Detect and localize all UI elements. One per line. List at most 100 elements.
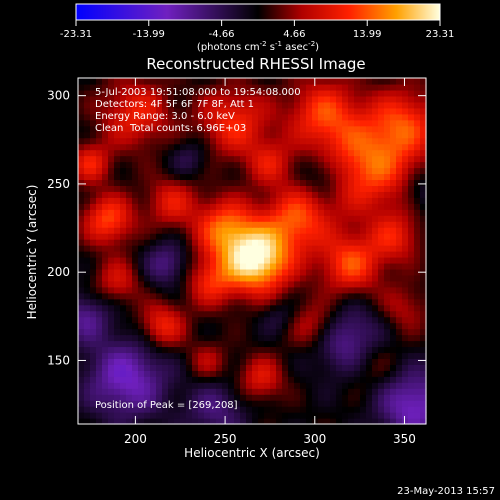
heatmap-cell bbox=[276, 251, 283, 258]
heatmap-cell bbox=[342, 161, 349, 169]
heatmap-cell bbox=[366, 227, 373, 234]
heatmap-cell bbox=[162, 256, 169, 264]
heatmap-cell bbox=[252, 328, 259, 336]
heatmap-cell bbox=[198, 143, 205, 151]
heatmap-cell bbox=[156, 173, 163, 181]
heatmap-cell bbox=[294, 346, 301, 354]
heatmap-cell bbox=[240, 179, 247, 186]
heatmap-cell bbox=[348, 262, 355, 270]
heatmap-cell bbox=[204, 233, 211, 240]
heatmap-cell bbox=[192, 256, 199, 264]
heatmap-cell bbox=[408, 376, 415, 383]
heatmap-cell bbox=[234, 107, 241, 115]
heatmap-cell bbox=[276, 167, 283, 175]
heatmap-cell bbox=[132, 358, 139, 365]
heatmap-cell bbox=[210, 137, 217, 145]
heatmap-cell bbox=[282, 406, 289, 413]
heatmap-cell bbox=[252, 340, 259, 348]
heatmap-cell bbox=[366, 310, 373, 318]
heatmap-cell bbox=[84, 292, 91, 300]
heatmap-cell bbox=[132, 137, 139, 145]
heatmap-cell bbox=[366, 161, 373, 169]
heatmap-cell bbox=[198, 83, 205, 91]
heatmap-cell bbox=[192, 388, 199, 395]
heatmap-cell bbox=[402, 376, 409, 383]
heatmap-cell bbox=[336, 256, 343, 264]
heatmap-cell bbox=[102, 370, 109, 377]
heatmap-cell bbox=[150, 310, 157, 318]
heatmap-cell bbox=[102, 89, 109, 97]
heatmap-cell bbox=[108, 310, 115, 318]
heatmap-cell bbox=[408, 203, 415, 210]
heatmap-cell bbox=[144, 388, 151, 395]
heatmap-cell bbox=[306, 412, 313, 419]
heatmap-cell bbox=[300, 274, 307, 282]
heatmap-cell bbox=[252, 83, 259, 91]
heatmap-cell bbox=[324, 167, 331, 175]
heatmap-cell bbox=[216, 197, 223, 204]
heatmap-cell bbox=[228, 370, 235, 377]
heatmap-cell bbox=[216, 400, 223, 407]
heatmap-cell bbox=[294, 280, 301, 288]
heatmap-cell bbox=[282, 298, 289, 306]
heatmap-cell bbox=[288, 233, 295, 240]
heatmap-cell bbox=[120, 370, 127, 377]
heatmap-cell bbox=[408, 256, 415, 264]
heatmap-cell bbox=[294, 107, 301, 115]
heatmap-cell bbox=[300, 101, 307, 109]
heatmap-cell bbox=[150, 418, 157, 425]
heatmap-cell bbox=[282, 155, 289, 163]
heatmap-cell bbox=[78, 137, 85, 145]
heatmap-cell bbox=[420, 245, 427, 252]
heatmap-cell bbox=[336, 125, 343, 133]
heatmap-cell bbox=[390, 131, 397, 139]
heatmap-cell bbox=[336, 280, 343, 288]
heatmap-cell bbox=[210, 78, 217, 85]
heatmap-cell bbox=[132, 370, 139, 377]
heatmap-cell bbox=[390, 364, 397, 371]
heatmap-cell bbox=[198, 155, 205, 163]
heatmap-cell bbox=[120, 322, 127, 330]
heatmap-cell bbox=[396, 233, 403, 240]
heatmap-cell bbox=[330, 203, 337, 210]
heatmap-cell bbox=[390, 233, 397, 240]
heatmap-cell bbox=[258, 400, 265, 407]
heatmap-cell bbox=[252, 412, 259, 419]
heatmap-cell bbox=[162, 83, 169, 91]
heatmap-cell bbox=[108, 119, 115, 127]
heatmap-cell bbox=[228, 364, 235, 371]
heatmap-cell bbox=[132, 310, 139, 318]
heatmap-cell bbox=[318, 418, 325, 425]
heatmap-cell bbox=[378, 203, 385, 210]
heatmap-cell bbox=[276, 370, 283, 377]
heatmap-cell bbox=[210, 370, 217, 377]
heatmap-cell bbox=[162, 245, 169, 252]
heatmap-cell bbox=[114, 203, 121, 210]
heatmap-cell bbox=[210, 292, 217, 300]
heatmap-cell bbox=[294, 155, 301, 163]
heatmap-cell bbox=[270, 274, 277, 282]
heatmap-cell bbox=[246, 292, 253, 300]
heatmap-cell bbox=[312, 298, 319, 306]
heatmap-cell bbox=[132, 197, 139, 204]
heatmap-cell bbox=[354, 197, 361, 204]
heatmap-cell bbox=[294, 316, 301, 324]
heatmap-cell bbox=[348, 221, 355, 228]
heatmap-cell bbox=[288, 280, 295, 288]
heatmap-cell bbox=[276, 406, 283, 413]
heatmap-cell bbox=[324, 340, 331, 348]
heatmap-cell bbox=[264, 280, 271, 288]
heatmap-cell bbox=[156, 209, 163, 216]
heatmap-cell bbox=[144, 89, 151, 97]
heatmap-cell bbox=[330, 364, 337, 371]
heatmap-cell bbox=[120, 179, 127, 186]
heatmap-cell bbox=[360, 364, 367, 371]
heatmap-cell bbox=[222, 149, 229, 157]
heatmap-cell bbox=[354, 310, 361, 318]
heatmap-cell bbox=[384, 251, 391, 258]
heatmap-cell bbox=[84, 167, 91, 175]
heatmap-cell bbox=[210, 89, 217, 97]
heatmap-cell bbox=[414, 161, 421, 169]
heatmap-cell bbox=[300, 89, 307, 97]
